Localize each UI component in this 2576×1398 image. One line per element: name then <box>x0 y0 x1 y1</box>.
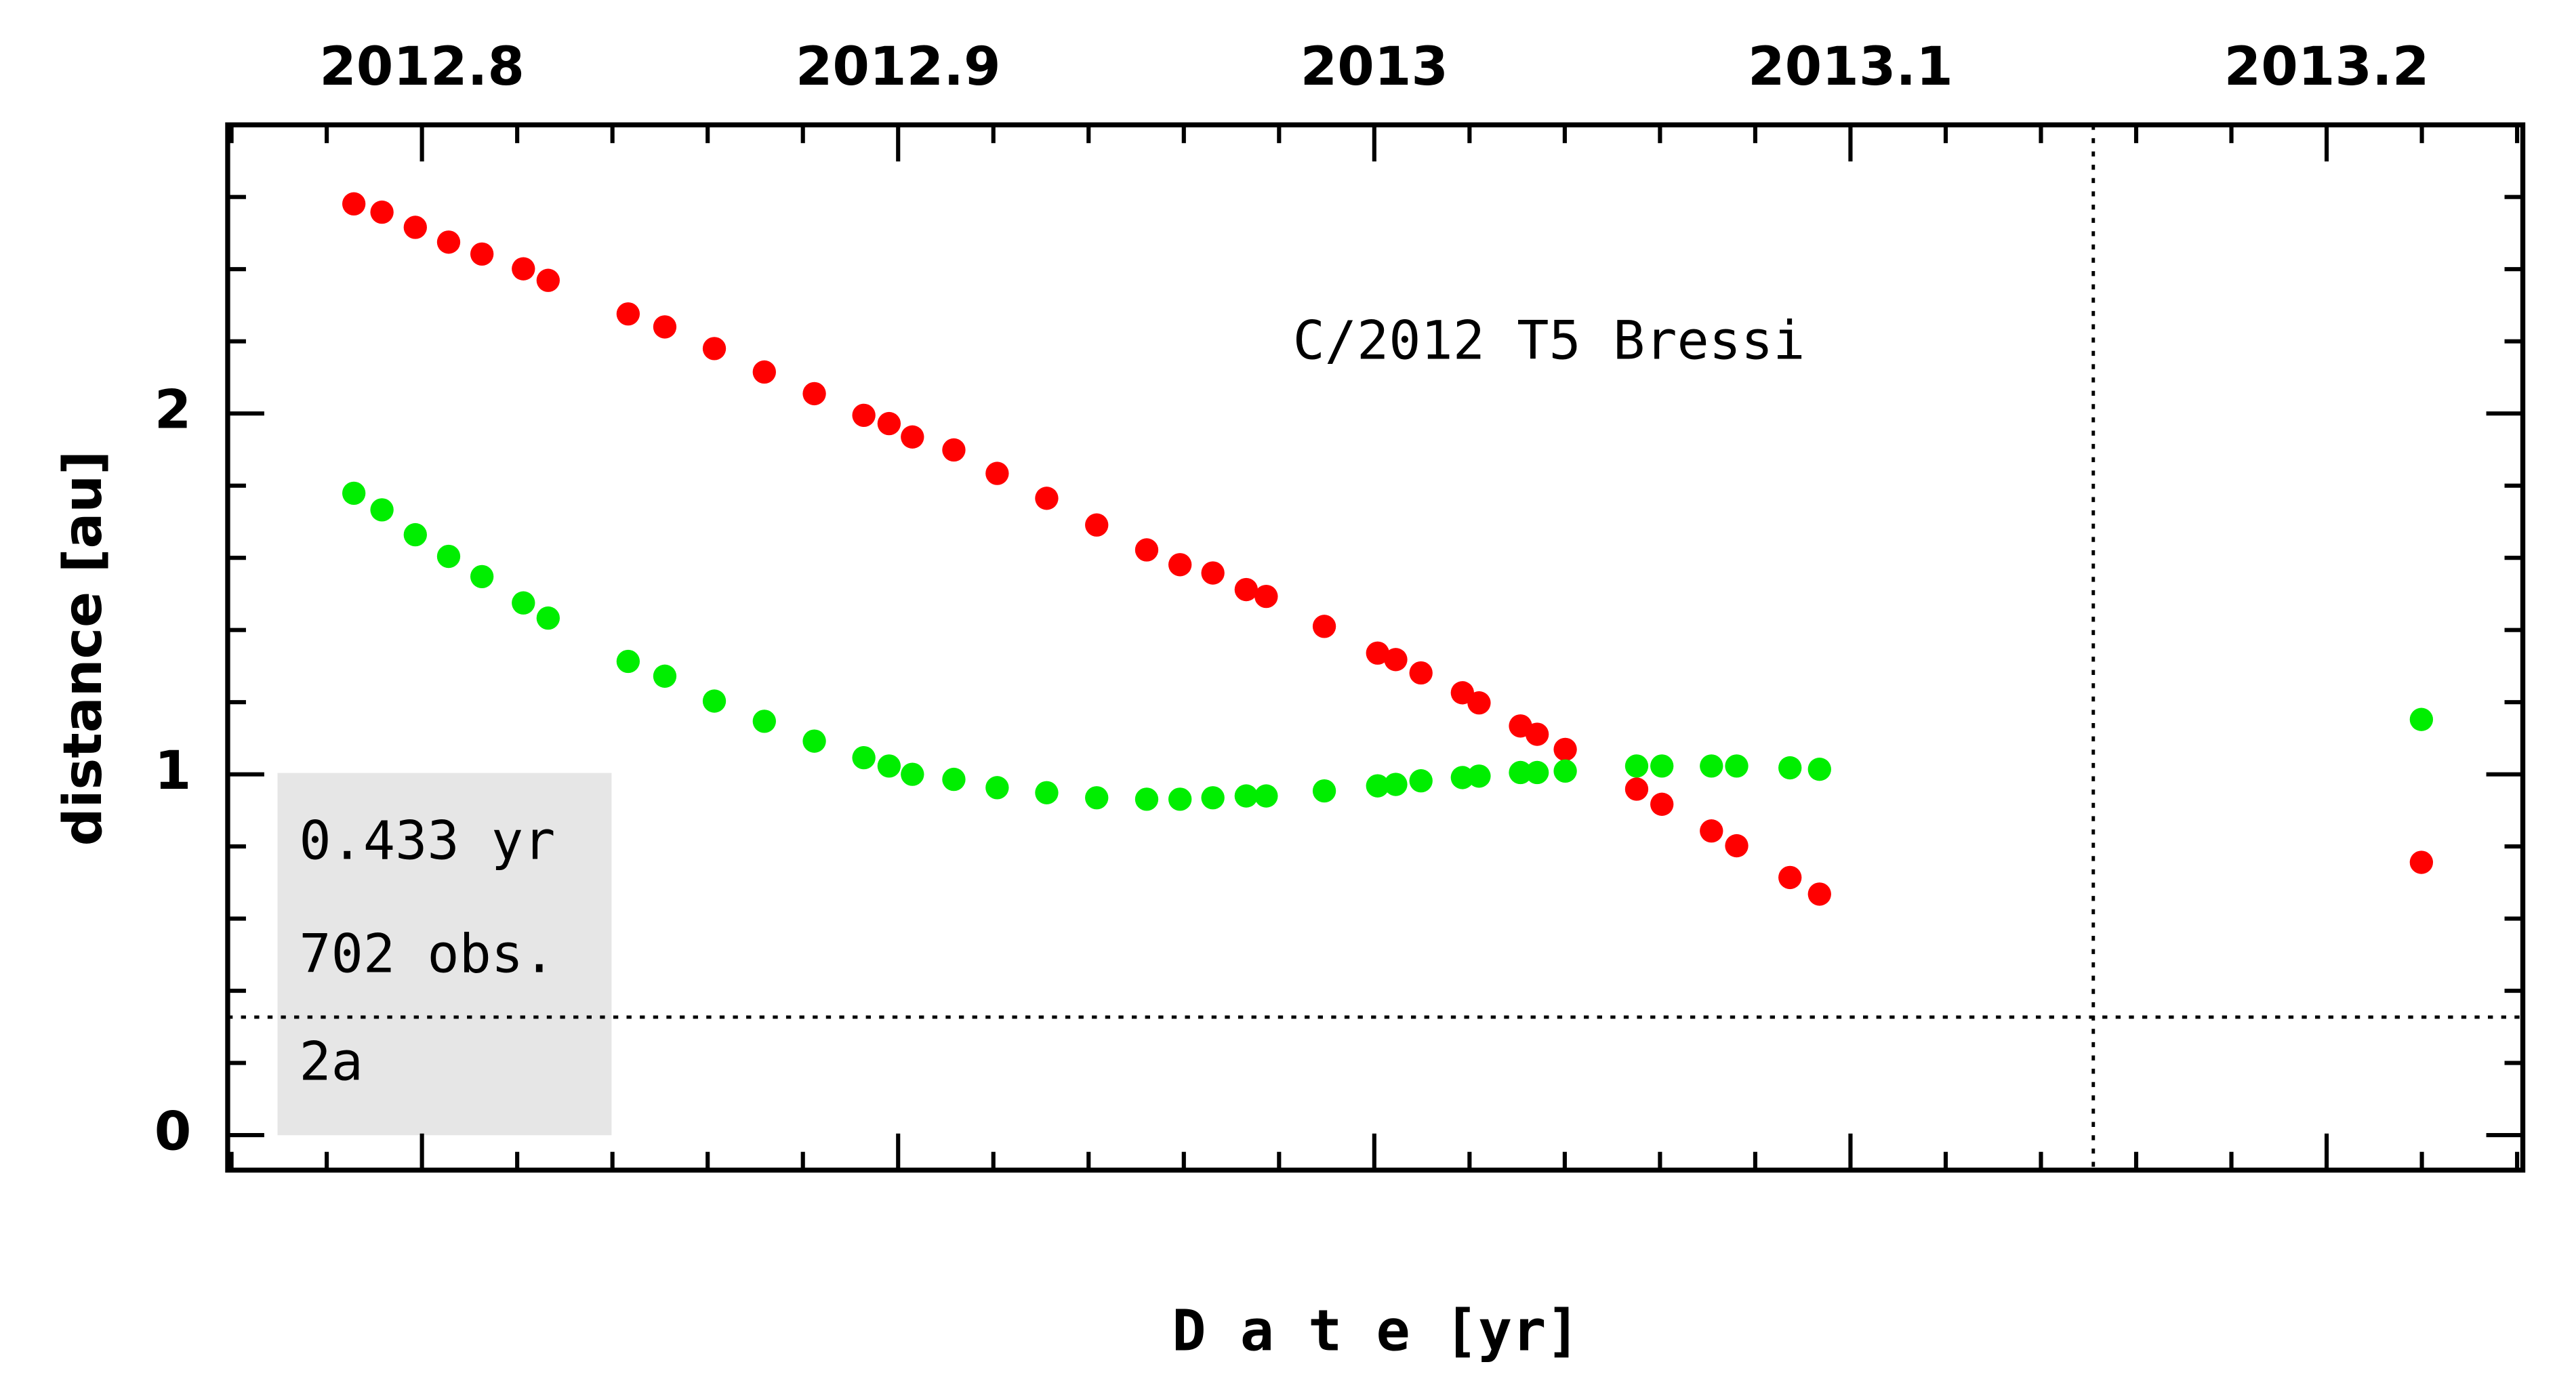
data-point <box>342 192 366 216</box>
data-point <box>653 315 677 339</box>
data-point <box>942 438 966 462</box>
data-point <box>1312 615 1336 638</box>
data-point <box>1509 760 1532 785</box>
data-point <box>1467 764 1491 788</box>
y-axis-label: distance [au] <box>52 451 114 846</box>
y-tick-label: 1 <box>155 739 192 802</box>
data-point <box>370 498 394 522</box>
data-point <box>802 382 826 406</box>
data-point <box>752 710 776 733</box>
data-point <box>702 689 727 713</box>
y-tick-label: 0 <box>155 1101 192 1163</box>
data-point <box>512 591 535 615</box>
data-point <box>1168 787 1192 811</box>
data-point <box>1312 779 1336 803</box>
data-point <box>877 411 901 436</box>
data-point <box>1553 759 1577 783</box>
data-point <box>470 242 494 266</box>
data-point <box>1409 769 1433 793</box>
x-tick-label: 2012.9 <box>796 35 1001 98</box>
data-point <box>1525 722 1549 746</box>
data-point <box>616 302 640 326</box>
data-point <box>1085 786 1109 810</box>
data-point <box>1624 754 1649 778</box>
data-point <box>403 522 427 547</box>
data-point <box>370 200 394 224</box>
data-point <box>877 754 901 778</box>
annotation: 2a <box>299 1031 363 1093</box>
x-tick-label: 2013.2 <box>2224 35 2430 98</box>
data-point <box>1725 754 1749 778</box>
data-point <box>536 268 560 292</box>
data-point <box>2409 850 2434 874</box>
data-point <box>616 649 640 674</box>
data-point <box>1254 584 1278 609</box>
data-point <box>901 762 924 786</box>
data-point <box>1035 487 1059 510</box>
data-point <box>1201 786 1225 810</box>
data-point <box>1366 641 1389 665</box>
data-point <box>653 664 677 688</box>
data-point <box>1525 760 1549 785</box>
data-point <box>802 729 826 753</box>
data-point <box>1807 882 1831 906</box>
data-point <box>536 606 560 630</box>
data-point <box>1234 577 1259 602</box>
data-point <box>1085 513 1109 537</box>
chart-title: C/2012 T5 Bressi <box>1293 309 1805 371</box>
data-point <box>1384 648 1408 672</box>
data-point <box>1409 661 1433 685</box>
x-tick-label: 2013.1 <box>1748 35 1953 98</box>
data-point <box>852 745 876 770</box>
data-point <box>1700 819 1723 843</box>
x-tick-label: 2013 <box>1301 35 1448 98</box>
data-point <box>1650 792 1674 816</box>
data-point <box>985 776 1009 800</box>
data-point <box>1201 561 1225 585</box>
data-point <box>1650 754 1674 778</box>
plot-frame <box>225 122 2526 1173</box>
x-tick-label: 2012.8 <box>319 35 525 98</box>
data-point <box>342 481 366 506</box>
data-point <box>512 257 535 281</box>
data-point <box>1450 766 1474 789</box>
data-point <box>1700 754 1723 778</box>
data-point <box>1467 691 1491 715</box>
annotation: 702 obs. <box>299 922 555 985</box>
data-point <box>1035 781 1059 804</box>
data-point <box>985 461 1009 485</box>
data-point <box>470 564 494 589</box>
data-point <box>852 403 876 428</box>
annotation: 0.433 yr <box>299 810 555 872</box>
data-point <box>1234 784 1259 808</box>
data-point <box>1450 681 1474 705</box>
x-axis-label: D a t e [yr] <box>1172 1298 1580 1363</box>
data-point <box>1134 787 1159 811</box>
data-point <box>752 360 776 384</box>
data-point <box>1725 834 1749 858</box>
data-point <box>403 215 427 239</box>
info-box <box>277 773 612 1136</box>
data-point <box>1384 773 1408 796</box>
data-point <box>1134 538 1159 562</box>
data-point <box>436 544 461 569</box>
data-point <box>1778 865 1802 890</box>
data-point <box>1624 777 1649 801</box>
data-point <box>1254 784 1278 808</box>
data-point <box>942 767 966 791</box>
data-point <box>1807 758 1831 781</box>
data-point <box>2409 707 2434 731</box>
y-tick-label: 2 <box>155 379 192 441</box>
data-point <box>1778 756 1802 780</box>
data-point <box>702 337 727 361</box>
data-point <box>1553 737 1577 762</box>
data-point <box>901 425 924 449</box>
data-point <box>436 230 461 254</box>
data-point <box>1168 553 1192 577</box>
data-point <box>1366 774 1389 798</box>
